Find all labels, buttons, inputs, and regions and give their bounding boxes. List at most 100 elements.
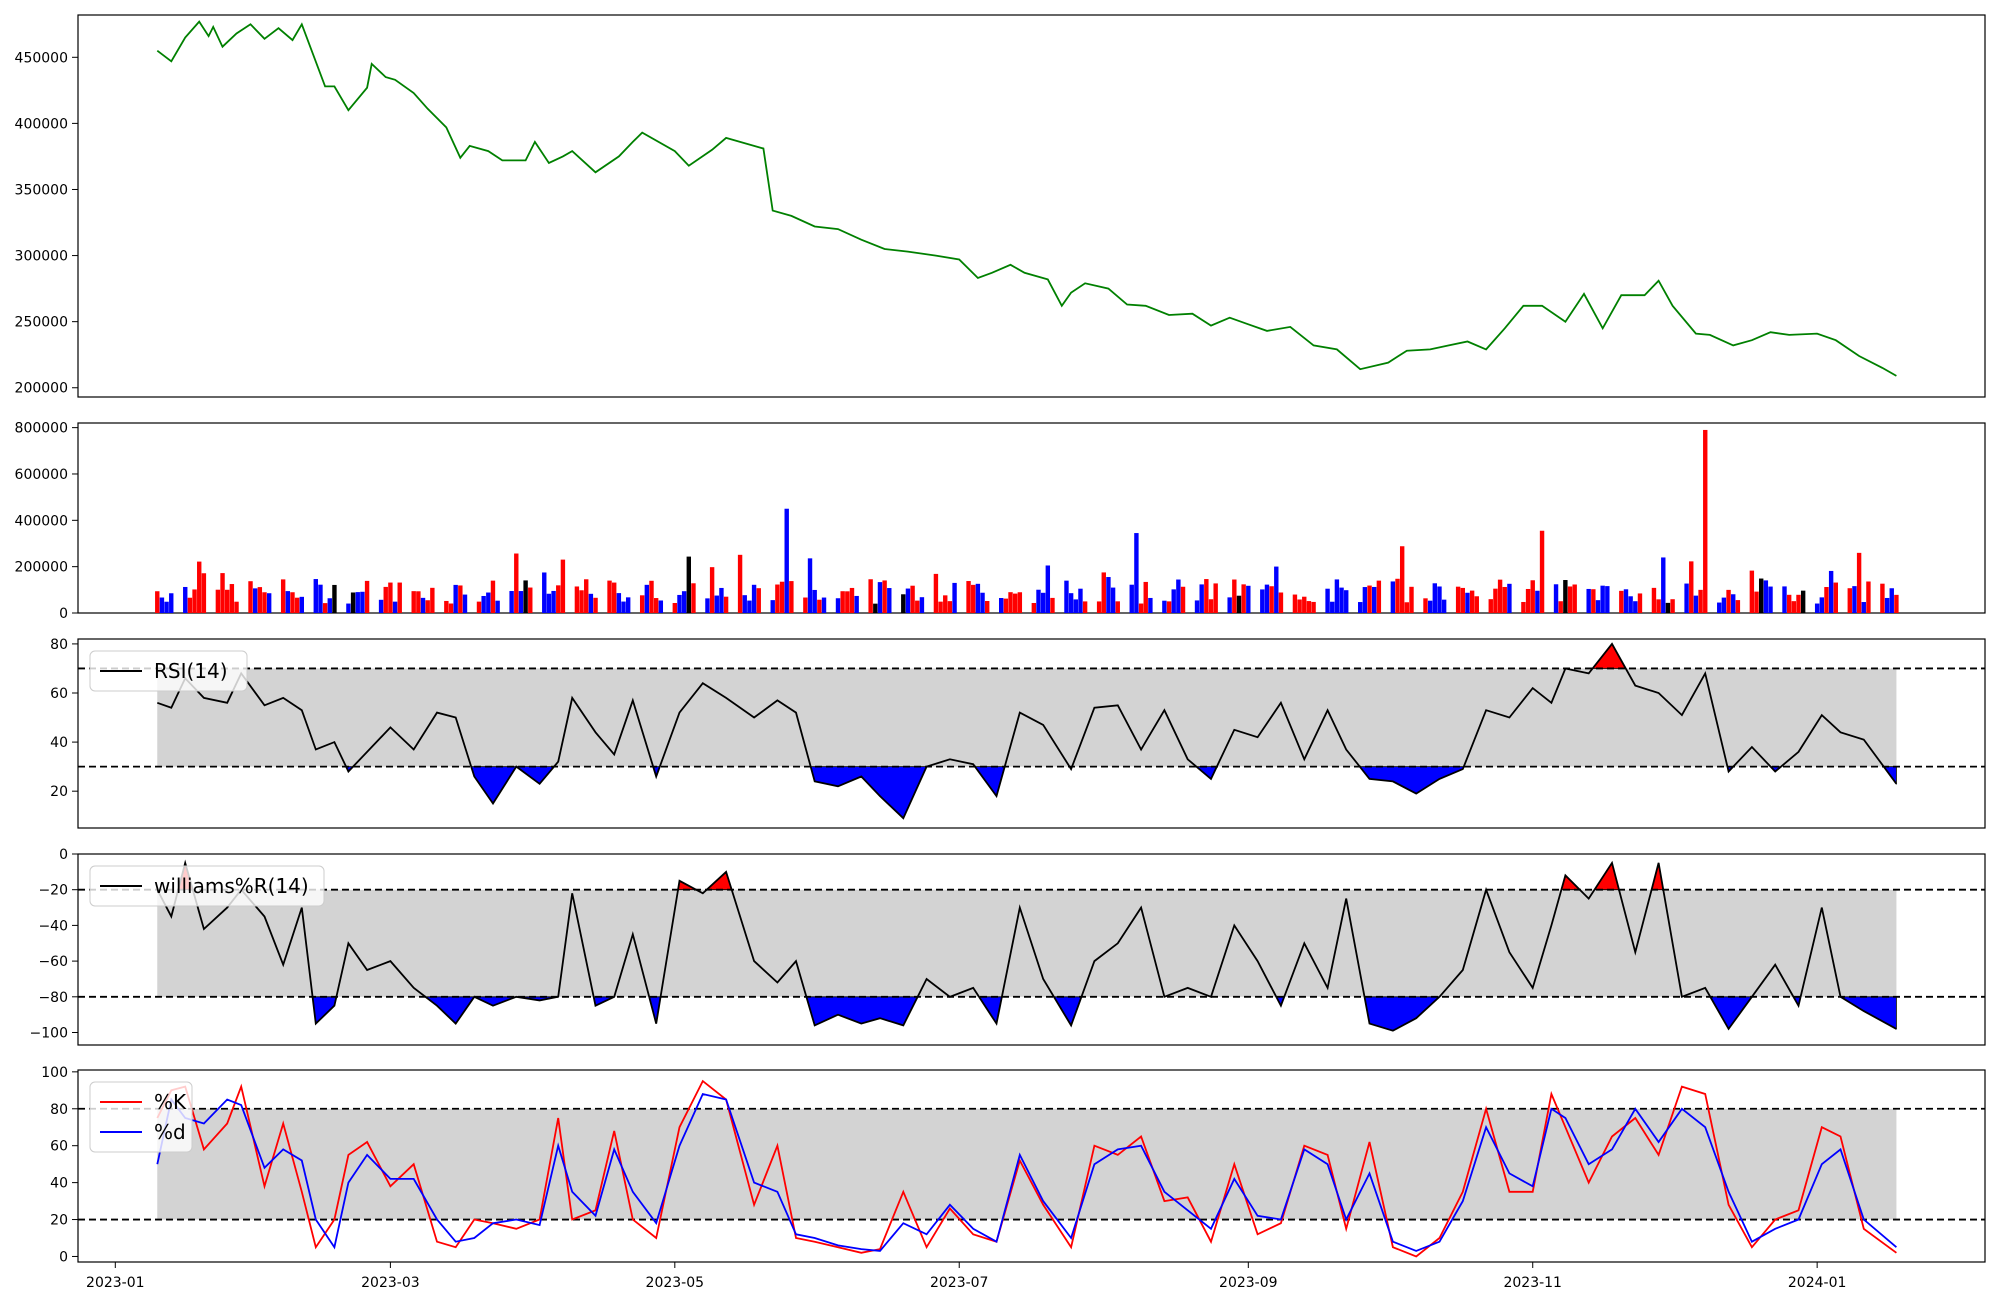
volume-bar — [611, 582, 617, 613]
y-tick-label: 0 — [59, 847, 68, 863]
y-tick-label: 800000 — [15, 421, 68, 437]
volume-bar — [294, 597, 300, 613]
volume-bar — [621, 601, 626, 613]
volume-bar — [518, 591, 524, 613]
volume-bar — [1828, 570, 1834, 613]
volume-bar — [905, 588, 911, 613]
volume-bar — [1227, 597, 1232, 613]
volume-bar — [411, 591, 416, 613]
volume-bar — [1460, 587, 1465, 613]
volume-bar — [1274, 566, 1279, 613]
volume-bar — [1521, 601, 1526, 613]
volume-bar — [1819, 597, 1825, 613]
volume-bar — [430, 587, 435, 613]
volume-bar — [1008, 592, 1013, 613]
y-tick-label: −40 — [38, 918, 68, 934]
volume-bar — [1465, 592, 1470, 613]
volume-bar — [229, 584, 235, 613]
volume-bar — [490, 580, 496, 613]
volume-bar — [1246, 585, 1251, 613]
volume-bar — [360, 591, 365, 613]
volume-bar — [817, 599, 822, 613]
volume-bar — [1101, 572, 1106, 613]
y-tick-label: 60 — [50, 1139, 68, 1155]
volume-bar — [1437, 586, 1442, 613]
volume-bar — [1469, 590, 1475, 613]
volume-bar — [322, 603, 328, 613]
volume-bar — [1586, 588, 1591, 613]
volume-bar — [1311, 601, 1316, 613]
volume-bar — [1684, 583, 1689, 613]
volume-bar — [383, 586, 388, 613]
x-tick-label: 2023-11 — [1503, 1275, 1562, 1291]
volume-bar — [1880, 583, 1885, 613]
volume-bar — [1814, 603, 1820, 613]
volume-bar — [1763, 580, 1769, 613]
volume-bar — [252, 588, 258, 613]
volume-bar — [998, 598, 1004, 613]
volume-bar — [1115, 601, 1120, 613]
volume-bar — [285, 591, 291, 613]
axes-frame — [77, 1069, 1986, 1263]
volume-bar — [1143, 581, 1148, 613]
volume-bar — [1297, 599, 1302, 613]
volume-bar — [1432, 583, 1438, 613]
volume-bar — [248, 581, 253, 613]
volume-bar — [1148, 597, 1153, 613]
axes-frame — [77, 853, 1986, 1046]
volume-bar — [1754, 591, 1759, 613]
volume-bar — [1889, 588, 1894, 613]
volume-bar — [887, 588, 892, 613]
volume-bar — [644, 584, 650, 613]
y-tick-label: 20 — [50, 784, 68, 800]
volume-bar — [546, 593, 552, 613]
volume-bar — [1507, 583, 1512, 613]
volume-bar — [318, 584, 323, 613]
volume-bar — [574, 586, 580, 613]
y-tick-label: −60 — [38, 954, 68, 970]
volume-bar — [1082, 601, 1088, 613]
volume-bar — [1563, 580, 1568, 613]
volume-bar — [593, 597, 598, 613]
volume-bar — [495, 600, 500, 613]
y-tick-label: 0 — [59, 606, 68, 622]
volume-bar — [719, 587, 724, 613]
y-tick-label: 0 — [59, 1249, 68, 1265]
volume-bar — [1824, 587, 1829, 613]
volume-bar — [835, 598, 841, 613]
volume-bar — [187, 597, 193, 613]
volume-bar — [1073, 599, 1078, 613]
volume-bar — [756, 588, 761, 613]
volume-bar — [723, 596, 729, 613]
volume-bar — [779, 581, 785, 613]
volume-bar — [1078, 588, 1083, 613]
volume-bar — [770, 600, 775, 613]
volume-bar — [262, 592, 267, 613]
volume-bar — [215, 589, 221, 613]
volume-bar — [458, 585, 463, 613]
volume-bar — [1605, 586, 1610, 613]
volume-bar — [1194, 600, 1200, 613]
volume-bar — [1852, 586, 1857, 613]
volume-bar — [1260, 589, 1265, 613]
rsi-panel: 20 40 60 80 RSI(14) — [50, 637, 1986, 829]
volume-bar — [1064, 580, 1069, 613]
x-tick-label: 2023-03 — [361, 1275, 420, 1291]
volume-bar — [425, 600, 430, 613]
volume-bar — [784, 508, 789, 613]
volume-bar — [542, 572, 547, 613]
volume-bar — [299, 596, 305, 613]
volume-bar — [607, 580, 612, 613]
volume-bar — [943, 595, 948, 613]
volume-bar — [882, 580, 887, 613]
volume-bar — [1110, 587, 1116, 613]
volume-bar — [1628, 596, 1633, 613]
y-tick-label: 80 — [50, 1102, 68, 1118]
volume-bar — [807, 558, 813, 613]
volume-bar — [509, 591, 514, 613]
volume-bar — [1176, 579, 1181, 613]
axes-frame — [77, 14, 1986, 398]
volume-bar — [1232, 579, 1237, 613]
volume-bar — [220, 573, 225, 613]
volume-bar — [164, 601, 169, 613]
